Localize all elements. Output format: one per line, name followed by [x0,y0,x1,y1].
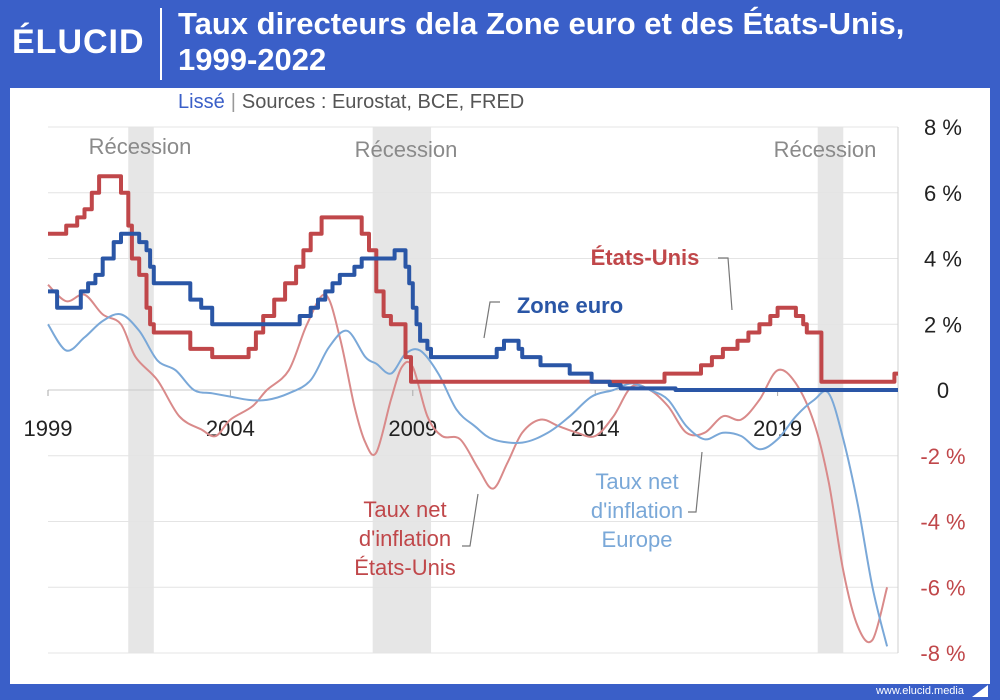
annotation-euro-leader [483,301,500,339]
annotation-euro-label: Zone euro [517,293,623,318]
subtitle-smoothed: Lissé [178,91,225,113]
y-tick-label-2: 4 % [924,247,962,272]
header: ÉLUCID Taux directeurs dela Zone euro et… [0,0,1000,88]
recession-label-0: Récession [89,134,192,159]
x-tick-label-4: 2019 [753,416,802,441]
annotation-euro-inflation-line-2: Europe [602,527,673,552]
series-line-3 [47,313,889,647]
annotation-us-inflation-line-0: Taux net [363,497,446,522]
y-tick-label-7: -6 % [920,575,965,600]
y-tick-label-0: 8 % [924,115,962,140]
y-tick-label-3: 2 % [924,312,962,337]
subtitle-separator: | [230,91,236,113]
chart-title: Taux directeurs dela Zone euro et des Ét… [178,6,988,78]
annotation-us-leader [718,257,733,311]
series-line-1 [48,231,898,392]
chart-subtitle: Lissé | Sources : Eurostat, BCE, FRED [178,89,524,115]
annotation-us-inflation-leader [462,493,479,547]
paper-plane-icon [972,685,988,697]
y-tick-label-8: -8 % [920,641,965,666]
elucid-logo[interactable]: ÉLUCID [12,23,145,61]
series-line-2 [47,284,889,644]
x-tick-label-3: 2014 [571,416,620,441]
series-line-0 [48,174,898,384]
header-divider [160,8,162,80]
annotation-us-inflation-line-2: États-Unis [354,555,455,580]
y-tick-label-4: 0 [937,378,949,403]
footer-site[interactable]: www.elucid.media [875,685,964,697]
annotation-euro-inflation-line-1: d'inflation [591,498,683,523]
y-tick-label-1: 6 % [924,181,962,206]
subtitle-sources: Sources : Eurostat, BCE, FRED [241,91,525,113]
y-tick-label-6: -4 % [920,510,965,535]
recession-label-1: Récession [355,137,458,162]
title-line-2: 1999-2022 [178,42,327,77]
recession-label-2: Récession [774,137,877,162]
annotation-us-inflation-line-1: d'inflation [359,526,451,551]
title-line-1: Taux directeurs dela Zone euro et des Ét… [178,6,905,41]
annotation-euro-inflation-leader [688,451,703,513]
annotation-euro-inflation-line-0: Taux net [595,469,678,494]
x-tick-label-0: 1999 [24,416,73,441]
annotation-us-label: États-Unis [591,245,700,270]
y-tick-label-5: -2 % [920,444,965,469]
